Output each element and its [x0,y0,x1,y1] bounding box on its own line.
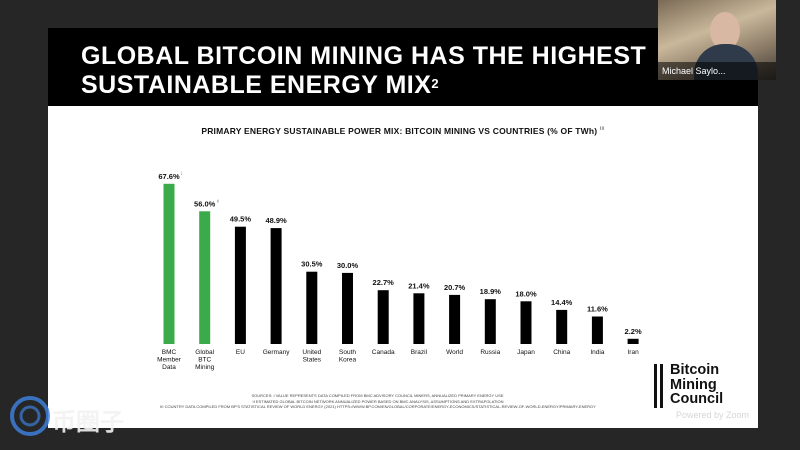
participant-name-label: Michael Saylo... [658,62,776,80]
bar-value-label: 20.7% [444,283,466,292]
category-label: Canada [372,349,395,356]
bar [520,301,532,344]
watermark-logo-icon [10,396,50,436]
chart-title-text: PRIMARY ENERGY SUSTAINABLE POWER MIX: BI… [201,126,598,136]
bar-value-superscript: ii [217,198,219,203]
category-label: World [446,349,463,356]
category-label: China [553,349,570,356]
bar [591,316,603,344]
bar-value-label: 30.0% [337,261,359,270]
powered-by-zoom: Powered by Zoom [676,410,750,420]
presentation-slide: GLOBAL BITCOIN MINING HAS THE HIGHEST SU… [48,28,758,428]
bitcoin-mining-council-logo-mark [654,364,663,408]
category-label: EU [236,349,245,356]
participant-video-tile[interactable]: Michael Saylo... [658,0,776,80]
bar [484,299,496,344]
source-line: III COUNTRY DATA COMPILED FROM BP'S STAT… [160,404,596,409]
bar-value-label: 30.5% [301,260,323,269]
bar-value-label: 18.0% [515,289,537,298]
slide-title-superscript: 2 [431,76,440,91]
category-label: Japan [517,349,535,356]
logo-line: Council [670,391,724,407]
bar-value-label: 56.0% [194,199,216,208]
bar-value-label: 21.4% [408,281,430,290]
slide-title-text: GLOBAL BITCOIN MINING HAS THE HIGHEST SU… [81,42,647,99]
chart-title-superscript: iii [599,126,605,133]
category-label: Iran [627,349,639,356]
category-label: Russia [480,349,500,356]
bar [342,272,353,344]
category-label: Brazil [411,349,428,356]
bar-value-label: 48.9% [265,216,287,225]
bar [449,294,461,344]
title-band: GLOBAL BITCOIN MINING HAS THE HIGHEST SU… [48,28,758,106]
bar [413,293,425,344]
category-label: India [590,349,604,356]
category-label: Global BTC Mining [195,349,215,371]
speaker-head [710,12,740,50]
bitcoin-mining-council-logo: Bitcoin Mining Council [670,363,758,407]
bar [199,211,211,344]
bar-value-superscript: i [181,171,182,176]
bar-value-label: 67.6% [158,172,180,181]
category-label: South Korea [339,349,357,364]
bar [377,290,389,344]
category-label: United States [302,349,321,364]
sources-footnote: SOURCES: I VALUE REPRESENTS DATA COMPILE… [108,393,648,410]
bar-chart: 67.6% i BMC Member Data 56.0% ii Global BTC Minin… [157,171,642,371]
category-label: Germany [263,349,290,356]
bar-value-label: 11.6% [587,305,608,314]
bar [306,271,318,344]
chart-title: PRIMARY ENERGY SUSTAINABLE POWER MIX: BI… [48,126,758,136]
bar-value-label: 49.5% [230,215,252,224]
category-label: BMC Member Data [157,349,182,371]
watermark-text: 币圈子 [52,408,124,436]
logo-line: Bitcoin [670,362,720,378]
bar [627,338,639,344]
bar [163,183,175,344]
bar-value-label: 14.4% [551,298,573,307]
bar-value-label: 18.9% [480,287,502,296]
bar [270,228,282,344]
source-line: II ESTIMATED GLOBAL BITCOIN NETWORK ANNU… [252,398,504,404]
bar [234,226,246,344]
logo-line: Mining [670,376,717,393]
bar-value-label: 2.2% [625,327,642,336]
bar-value-label: 22.7% [373,278,395,287]
bar [556,309,568,344]
slide-title: GLOBAL BITCOIN MINING HAS THE HIGHEST SU… [81,42,681,100]
source-line: SOURCES: I VALUE REPRESENTS DATA COMPILE… [251,393,505,398]
